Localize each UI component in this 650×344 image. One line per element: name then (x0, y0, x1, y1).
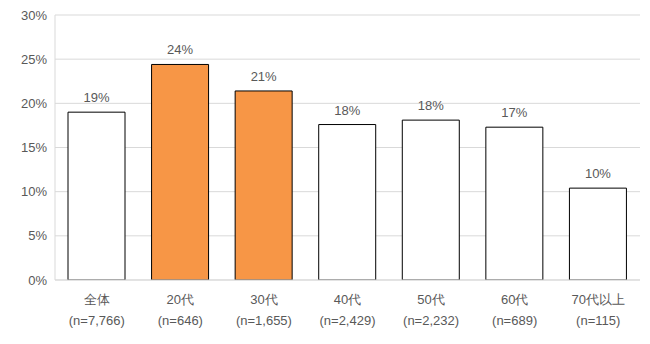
svg-text:20%: 20% (21, 96, 47, 111)
svg-text:24%: 24% (167, 42, 193, 57)
svg-text:10%: 10% (585, 166, 611, 181)
svg-text:0%: 0% (28, 273, 47, 288)
svg-text:全体(n=7,766): 全体(n=7,766) (69, 292, 125, 328)
svg-text:17%: 17% (501, 105, 527, 120)
svg-text:50代(n=2,232): 50代(n=2,232) (403, 292, 459, 328)
svg-text:30代(n=1,655): 30代(n=1,655) (236, 292, 292, 328)
svg-text:18%: 18% (334, 103, 360, 118)
svg-text:18%: 18% (418, 98, 444, 113)
svg-text:40代(n=2,429): 40代(n=2,429) (319, 292, 375, 328)
svg-text:60代(n=689): 60代(n=689) (492, 292, 537, 328)
svg-text:30%: 30% (21, 8, 47, 23)
svg-text:15%: 15% (21, 140, 47, 155)
svg-text:25%: 25% (21, 52, 47, 67)
svg-text:10%: 10% (21, 184, 47, 199)
svg-text:21%: 21% (251, 69, 277, 84)
svg-text:70代以上(n=115): 70代以上(n=115) (571, 292, 624, 328)
svg-text:5%: 5% (28, 228, 47, 243)
svg-text:19%: 19% (83, 90, 109, 105)
svg-text:20代(n=646): 20代(n=646) (158, 292, 203, 328)
